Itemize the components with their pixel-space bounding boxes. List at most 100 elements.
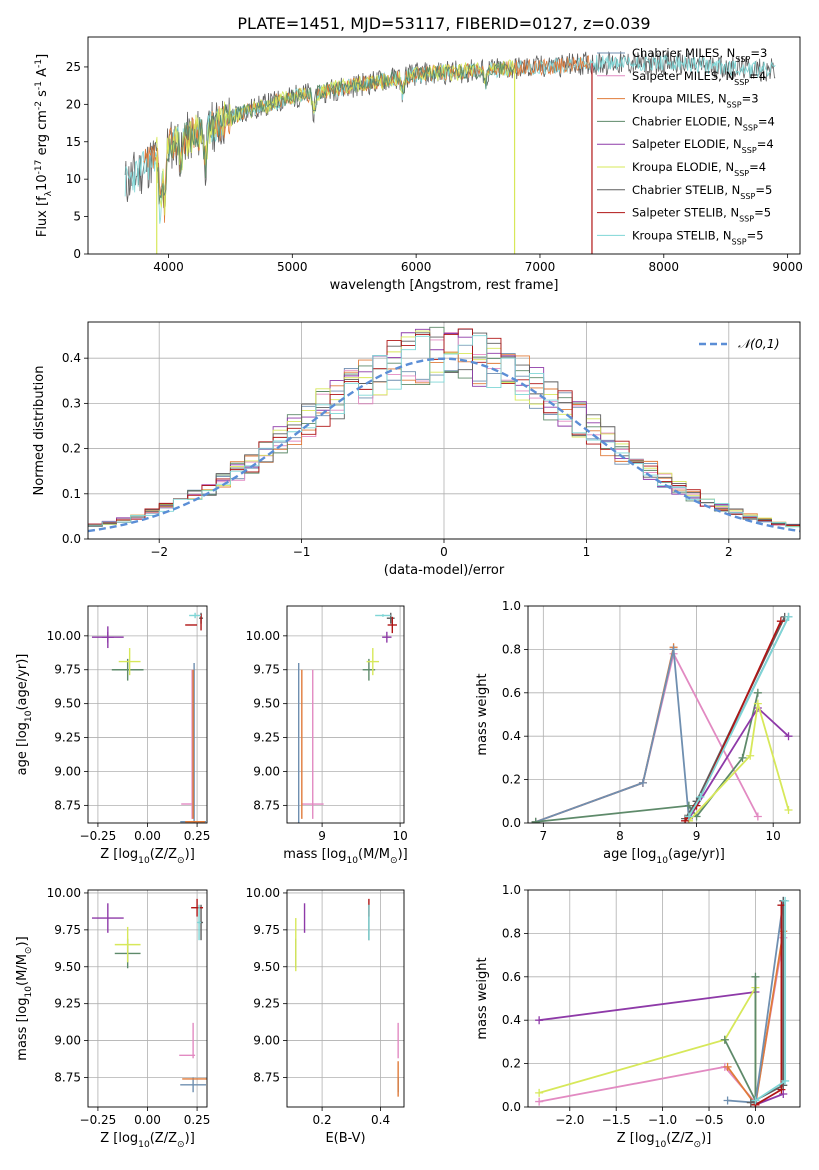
spectrum-line-3: [155, 61, 516, 205]
plot-area: [88, 326, 800, 533]
y-tick-label: 9.50: [253, 960, 280, 974]
weight-marker: [720, 1035, 729, 1044]
weight-marker: [753, 812, 762, 821]
y-tick-label: 9.25: [54, 731, 81, 745]
weight-marker: [777, 901, 786, 910]
y-tick-label: 0.0: [62, 532, 81, 546]
weight-marker: [746, 1098, 755, 1107]
axes-frame: [87, 321, 801, 540]
legend-entry: Kroupa ELODIE, NSSP=4: [632, 160, 766, 178]
y-tick-label: 9.75: [54, 663, 81, 677]
y-tick-label: 9.75: [253, 663, 280, 677]
y-tick-label: 9.50: [253, 697, 280, 711]
axes-frame: [87, 889, 208, 1108]
x-tick-label: 4000: [153, 260, 184, 274]
y-tick-label: 25: [66, 60, 81, 74]
plot-area: [91, 898, 207, 1093]
y-axis-label: Flux [fλ10-17 erg cm-2 s-1 A-1]: [34, 54, 54, 237]
gaussian-curve: [88, 357, 800, 533]
age-vs-mass-panel: 9 10 8.75 9.00 9.25 9.50 9.75 10.00 mass [log10(…: [246, 605, 408, 866]
y-tick-label: 0.8: [502, 926, 521, 940]
axes-frame: [87, 36, 801, 255]
x-axis-label: mass [log10(M/M⊙)]: [283, 847, 407, 866]
age-vs-metallicity-panel: −0.25 0.00 0.25 8.75 9.00 9.25 9.50 9.75 10.00 Z …: [15, 605, 210, 866]
y-tick-label: 0.8: [502, 642, 521, 656]
y-axis-label: mass weight: [475, 673, 490, 755]
x-tick-label: −2: [150, 545, 168, 559]
weight-marker: [669, 645, 678, 654]
x-tick-label: 0: [440, 545, 448, 559]
y-tick-label: 0.2: [62, 442, 81, 456]
x-tick-label: 8000: [649, 260, 680, 274]
x-axis-label: Z [log10(Z/Z⊙)]: [100, 847, 195, 866]
y-tick-label: 0.0: [502, 1100, 521, 1114]
plot-area: [535, 896, 790, 1107]
legend-entry: Salpeter STELIB, NSSP=5: [632, 206, 771, 224]
axes-frame: [286, 889, 405, 1108]
weight-marker: [535, 1088, 544, 1097]
x-tick-label: −1.5: [602, 1113, 631, 1127]
y-tick-label: 8.75: [253, 798, 280, 812]
histogram-series-7: [88, 328, 800, 526]
x-axis-label: (data-model)/error: [384, 563, 505, 578]
weight-marker: [779, 1089, 788, 1098]
y-axis-label: Normed distribution: [32, 366, 47, 496]
legend-entry: Chabrier ELODIE, NSSP=4: [632, 114, 775, 131]
weight-line-2: [535, 647, 675, 823]
weight-vs-age-panel: 7 8 9 10 0.0 0.2 0.4 0.6 0.8 1.0 age [log10(age/yr…: [475, 599, 801, 866]
legend-entry: 𝒩(0,1): [738, 336, 780, 351]
y-tick-label: 10.00: [246, 629, 280, 643]
histogram-series-8: [88, 335, 800, 528]
y-tick-label: 15: [66, 135, 81, 149]
y-tick-label: 9.50: [54, 697, 81, 711]
x-tick-label: 0.00: [134, 829, 161, 843]
residual-histogram-panel: −2 −1 0 1 2 0.0 0.1 0.2 0.3 0.4 (data-model)/error…: [32, 321, 801, 578]
weight-marker: [723, 1062, 732, 1071]
axes-frame: [527, 889, 801, 1108]
x-tick-label: 7: [540, 829, 548, 843]
x-tick-label: 10: [392, 829, 407, 843]
x-axis-label: Z [log10(Z/Z⊙)]: [100, 1131, 195, 1150]
y-tick-label: 0.6: [502, 970, 521, 984]
y-tick-label: 1.0: [502, 883, 521, 897]
weight-marker: [684, 801, 693, 810]
weight-marker: [681, 816, 690, 823]
y-tick-label: 0: [73, 247, 81, 261]
weight-marker: [784, 612, 793, 621]
x-tick-label: −2.0: [555, 1113, 584, 1127]
weight-marker: [638, 778, 647, 787]
x-tick-label: 9: [693, 829, 701, 843]
legend-entry: Kroupa MILES, NSSP=3: [632, 92, 759, 110]
mass-vs-metallicity-panel: −0.25 0.00 0.25 8.75 9.00 9.25 9.50 9.75 10.00 Z …: [15, 886, 210, 1150]
y-tick-label: 8.75: [54, 798, 81, 812]
plot-area: [295, 898, 399, 1097]
weight-marker: [781, 1076, 790, 1085]
y-tick-label: 10.00: [47, 629, 81, 643]
x-axis-label: wavelength [Angstrom, rest frame]: [330, 278, 559, 293]
y-tick-label: 9.00: [253, 1034, 280, 1048]
x-tick-label: 0.25: [184, 1113, 211, 1127]
axes-frame: [87, 605, 208, 824]
spectrum-line-6: [124, 51, 776, 209]
x-tick-label: 6000: [401, 260, 432, 274]
weight-line-7: [684, 620, 782, 822]
weight-marker: [738, 753, 747, 762]
legend-entry: Chabrier MILES, NSSP=3: [632, 46, 767, 64]
y-tick-label: 1.0: [502, 599, 521, 613]
weight-marker: [776, 617, 785, 626]
weight-marker: [751, 972, 760, 981]
weight-marker: [784, 805, 793, 814]
x-tick-label: 9000: [772, 260, 803, 274]
weight-marker: [746, 751, 755, 760]
y-tick-label: 9.75: [253, 923, 280, 937]
weight-line-4: [539, 990, 784, 1107]
weight-marker: [535, 1016, 544, 1025]
weight-vs-metallicity-panel: −2.0 −1.5 −1.0 −0.5 0.0 0.0 0.2 0.4 0.6 0.8 1.0 Z […: [475, 883, 801, 1150]
weight-marker: [723, 1096, 732, 1105]
x-tick-label: −0.5: [694, 1113, 723, 1127]
y-tick-label: 0.4: [62, 351, 81, 365]
x-axis-label: age [log10(age/yr)]: [603, 847, 725, 866]
x-tick-label: −1.0: [648, 1113, 677, 1127]
weight-marker: [777, 1085, 786, 1094]
